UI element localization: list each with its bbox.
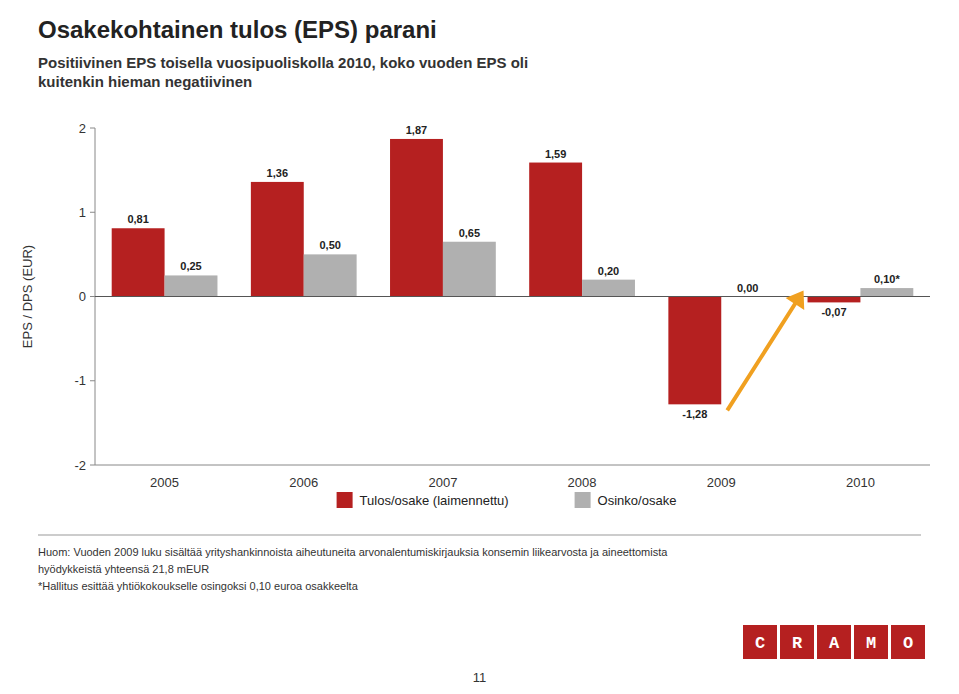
legend-entry: Osinko/osake [598,493,677,508]
y-tick-label: 0 [79,289,86,304]
y-tick [90,465,95,466]
x-tick-label: 2008 [568,475,597,490]
data-label: 0,00 [737,282,758,294]
bar [112,228,165,296]
x-tick-label: 2009 [707,475,736,490]
y-tick-label: -1 [74,373,86,388]
x-axis [95,465,930,466]
x-tick-label: 2007 [428,475,457,490]
separator [38,534,921,536]
legend: Tulos/osake (laimennettu) Osinko/osake [337,492,677,508]
logo-box [817,625,851,659]
data-label: 1,87 [406,124,427,136]
logo-box [743,625,777,659]
bar [443,242,496,297]
y-tick [90,296,95,297]
subtitle: Positiivinen EPS toisella vuosipuoliskol… [38,54,528,90]
data-label: 0,50 [319,239,340,251]
bar [668,297,721,405]
bar [582,280,635,297]
footnote: *Hallitus esittää yhtiökokoukselle osing… [38,580,359,592]
x-tick-label: 2006 [289,475,318,490]
bar [860,288,913,296]
legend-entry: Tulos/osake (laimennettu) [360,493,509,508]
logo-letter: A [829,634,840,653]
logo-letter: C [755,634,765,653]
logo-letter: M [866,634,876,653]
bar [165,275,218,296]
trend-arrow [718,285,813,417]
legend-swatch [575,492,591,508]
data-label: 0,25 [180,260,201,272]
data-label: 0,20 [598,265,619,277]
data-label: -1,28 [682,408,707,420]
logo-box [780,625,814,659]
data-label: 1,59 [545,148,566,160]
y-tick [90,380,95,381]
zero-line [95,296,930,297]
logo-box [854,625,888,659]
data-label: 1,36 [267,167,288,179]
subtitle-line: Positiivinen EPS toisella vuosipuoliskol… [38,54,528,71]
legend-swatch [337,492,353,508]
logo: CRAMO [743,625,925,659]
data-label: -0,07 [821,306,846,318]
y-tick [90,128,95,129]
x-tick-label: 2010 [846,475,875,490]
bar [529,163,582,297]
x-tick-label: 2005 [150,475,179,490]
footnote: Huom: Vuoden 2009 luku sisältää yritysha… [38,546,668,558]
data-labels: 0,81 1,36 1,87 1,59 -1,28 -0,07 0,25 0,50 0,65 0,… [127,124,900,420]
logo-letter: O [903,634,913,653]
bar [251,182,304,297]
page-number: 11 [473,670,487,685]
footnote: hyödykkeistä yhteensä 21,8 mEUR [38,563,209,575]
data-label: 0,10* [874,273,900,285]
y-axis-label: EPS / DPS (EUR) [20,245,35,348]
bars [112,139,914,404]
bar [304,254,357,296]
chart: Osakekohtainen tulos (EPS) parani Positii… [0,0,959,694]
y-tick-label: -2 [74,458,86,473]
title: Osakekohtainen tulos (EPS) parani [38,16,437,43]
trend-arrow-shape [718,285,813,417]
data-label: 0,65 [459,227,480,239]
logo-letter: R [792,634,803,653]
logo-box [891,625,925,659]
data-label: 0,81 [127,213,148,225]
y-tick-label: 2 [79,121,86,136]
bar [808,297,861,303]
subtitle-line: kuitenkin hieman negatiivinen [38,73,252,90]
bar [390,139,443,297]
y-tick-label: 1 [79,205,86,220]
y-tick [90,212,95,213]
